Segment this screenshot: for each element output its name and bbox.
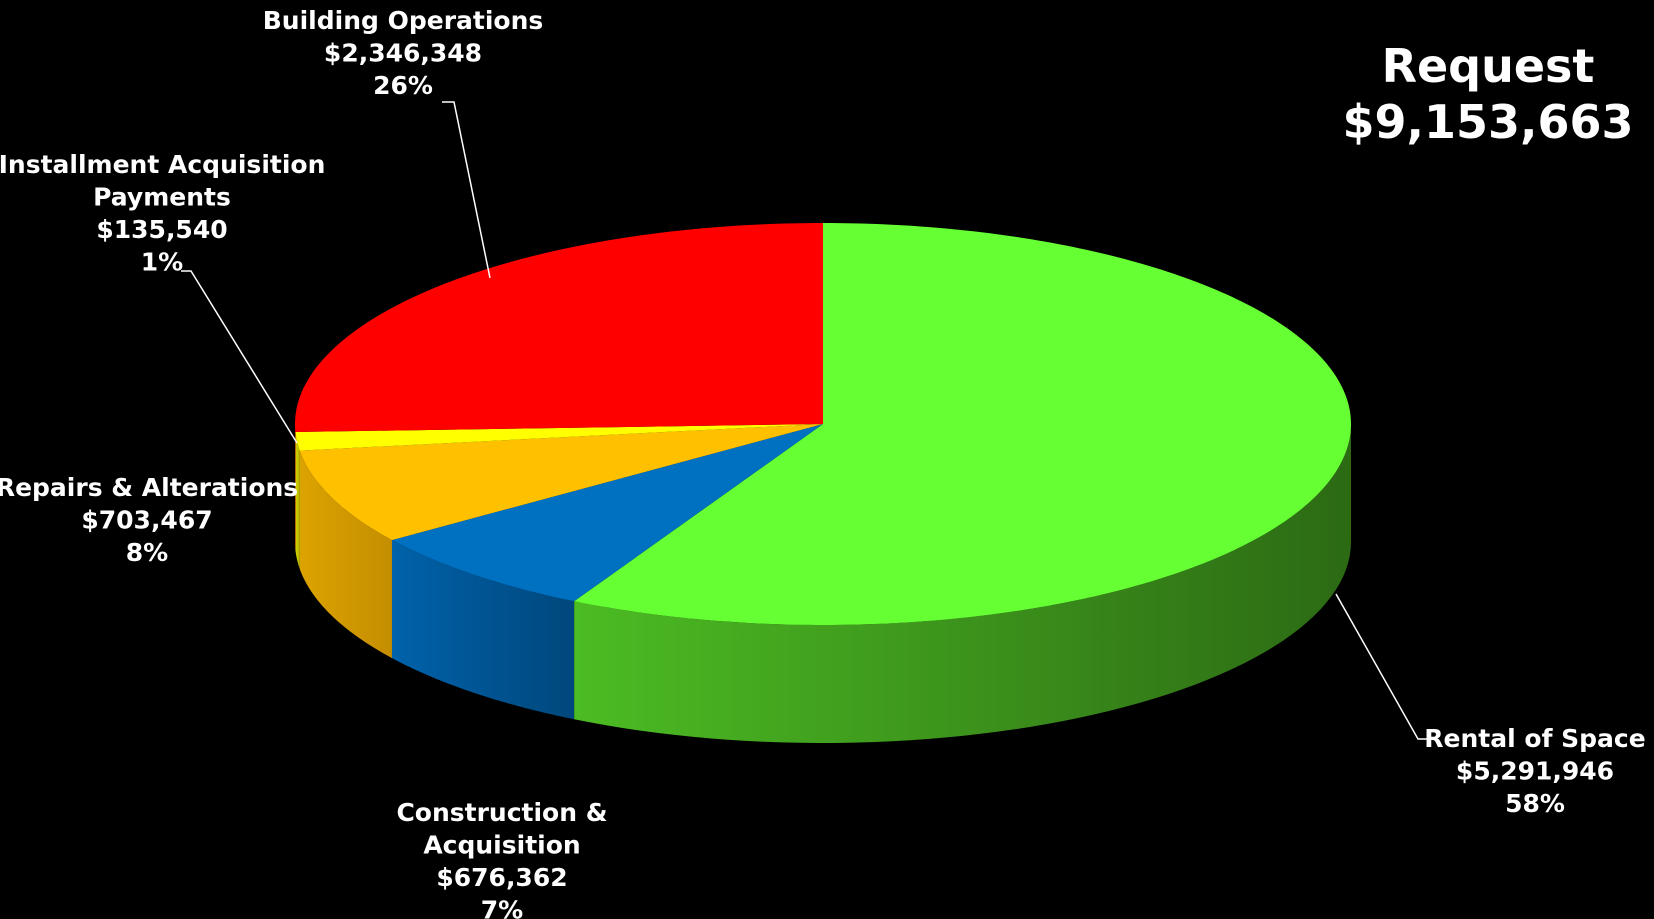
slice-side-installment <box>295 431 300 569</box>
total-value: $9,153,663 <box>1342 95 1633 149</box>
slice-label-installment: Payments <box>93 183 231 212</box>
slice-side-rental <box>574 424 1351 743</box>
total-box: Request $9,153,663 <box>1342 39 1633 149</box>
slice-percent-construction: 7% <box>481 896 523 919</box>
slice-side-repairs <box>299 450 392 659</box>
slice-label-installment: Installment Acquisition <box>0 150 325 179</box>
slice-repairs <box>299 424 823 541</box>
slice-amount-rental: $5,291,946 <box>1456 757 1614 786</box>
leader-line-installment <box>181 270 298 444</box>
slice-amount-building: $2,346,348 <box>324 39 482 68</box>
total-label: Request <box>1382 39 1595 93</box>
slice-amount-installment: $135,540 <box>96 215 227 244</box>
slice-amount-construction: $676,362 <box>436 863 567 892</box>
slice-label-building: Building Operations <box>263 6 544 35</box>
slice-amount-repairs: $703,467 <box>81 506 212 535</box>
slice-building <box>295 223 823 432</box>
pie-sides <box>295 424 1351 743</box>
slice-label-construction: Acquisition <box>423 831 580 860</box>
slice-percent-installment: 1% <box>141 248 183 277</box>
leader-lines <box>181 101 1430 740</box>
leader-line-building <box>442 101 491 279</box>
slice-rental <box>574 223 1351 625</box>
slice-labels: Rental of Space $5,291,946 58% Construction… <box>0 6 1646 919</box>
slice-label-repairs: Repairs & Alterations <box>0 473 298 502</box>
slice-label-construction: Construction & <box>396 798 607 827</box>
slice-percent-building: 26% <box>373 71 433 100</box>
slice-installment <box>295 424 823 451</box>
slice-percent-repairs: 8% <box>126 538 168 567</box>
leader-line-rental <box>1335 593 1430 740</box>
slice-label-rental: Rental of Space <box>1424 724 1645 753</box>
pie-slices <box>295 223 1351 625</box>
slice-side-construction <box>391 540 575 720</box>
slice-percent-rental: 58% <box>1505 789 1565 818</box>
slice-construction <box>391 424 823 602</box>
